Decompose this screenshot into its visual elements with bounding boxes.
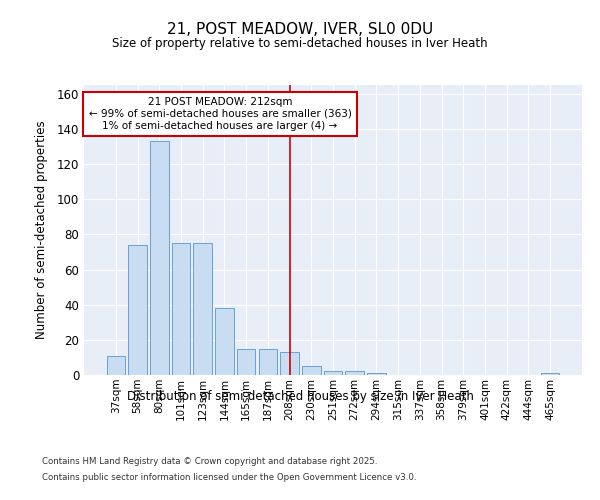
Bar [107,356,125,375]
Bar [324,372,342,375]
Bar [237,348,256,375]
Bar [150,141,169,375]
Text: 21 POST MEADOW: 212sqm
← 99% of semi-detached houses are smaller (363)
1% of sem: 21 POST MEADOW: 212sqm ← 99% of semi-det… [89,98,352,130]
Bar [541,373,559,375]
Bar [172,243,190,375]
Bar [367,373,386,375]
Bar [128,245,147,375]
Bar [215,308,233,375]
Text: Contains HM Land Registry data © Crown copyright and database right 2025.: Contains HM Land Registry data © Crown c… [42,458,377,466]
Bar [259,348,277,375]
Text: 21, POST MEADOW, IVER, SL0 0DU: 21, POST MEADOW, IVER, SL0 0DU [167,22,433,38]
Bar [302,366,320,375]
Bar [280,352,299,375]
Text: Size of property relative to semi-detached houses in Iver Heath: Size of property relative to semi-detach… [112,38,488,51]
Bar [346,372,364,375]
Bar [193,243,212,375]
Text: Contains public sector information licensed under the Open Government Licence v3: Contains public sector information licen… [42,472,416,482]
Y-axis label: Number of semi-detached properties: Number of semi-detached properties [35,120,49,340]
Text: Distribution of semi-detached houses by size in Iver Heath: Distribution of semi-detached houses by … [127,390,473,403]
